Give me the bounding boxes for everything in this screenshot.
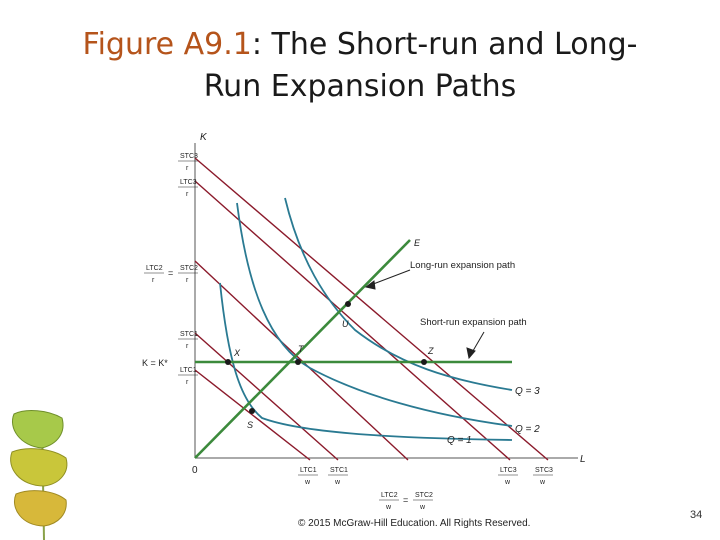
label-ltc2-eq: = bbox=[168, 268, 173, 278]
label-ltc3-num: LTC3 bbox=[180, 179, 197, 186]
point-s-dot bbox=[249, 408, 255, 414]
isoquant-q2-label: Q = 2 bbox=[515, 424, 540, 435]
point-t-dot bbox=[295, 359, 301, 365]
x-intercept-labels: LTC1 w STC1 w LTC3 w STC3 w LTC2 w = STC… bbox=[298, 467, 553, 511]
x-label-stc2-den: w bbox=[419, 504, 426, 511]
title-line-2: Run Expansion Paths bbox=[203, 69, 517, 104]
label-stc3-den: r bbox=[186, 165, 189, 172]
y-axis-label: K bbox=[200, 132, 208, 143]
x-axis-label: L bbox=[580, 454, 586, 465]
point-e-label: E bbox=[414, 238, 421, 248]
expansion-paths bbox=[194, 239, 512, 459]
x-label-ltc1-den: w bbox=[304, 479, 311, 486]
point-u-label: U bbox=[342, 319, 349, 329]
label-stc3-num: STC3 bbox=[180, 153, 198, 160]
x-label-stc1-num: STC1 bbox=[330, 467, 348, 474]
point-u-dot bbox=[345, 301, 351, 307]
short-run-path-label: Short-run expansion path bbox=[420, 317, 527, 328]
point-x-label: X bbox=[233, 348, 241, 358]
short-run-arrow-head bbox=[466, 347, 476, 360]
x-label-ltc1-num: LTC1 bbox=[300, 467, 317, 474]
point-z-label: Z bbox=[427, 346, 434, 356]
title-accent: Figure A9.1 bbox=[82, 27, 252, 62]
isoquants bbox=[219, 197, 513, 441]
isoquant-q3 bbox=[284, 197, 513, 391]
label-stc2-den: r bbox=[186, 277, 189, 284]
label-arrows bbox=[364, 269, 485, 360]
isoquant-q3-label: Q = 3 bbox=[515, 386, 540, 397]
x-label-ltc3-num: LTC3 bbox=[500, 467, 517, 474]
point-x-dot bbox=[225, 359, 231, 365]
x-label-stc3-den: w bbox=[539, 479, 546, 486]
slide-title: Figure A9.1: The Short-run and Long- Run… bbox=[40, 24, 680, 108]
point-s-label: S bbox=[247, 420, 253, 430]
label-ltc2-num: LTC2 bbox=[146, 265, 163, 272]
isocost-ltc2-stc2 bbox=[194, 260, 409, 461]
slide-number: 34 bbox=[690, 509, 703, 521]
x-label-stc1-den: w bbox=[334, 479, 341, 486]
isocost-stc3 bbox=[194, 157, 549, 461]
label-stc1-num: STC1 bbox=[180, 331, 198, 338]
label-ltc1-den: r bbox=[186, 379, 189, 386]
isoquant-q1-label: Q = 1 bbox=[447, 435, 472, 446]
label-ltc3-den: r bbox=[186, 191, 189, 198]
x-label-ltc3-den: w bbox=[504, 479, 511, 486]
point-labels: E U T X Z S bbox=[233, 238, 434, 430]
long-run-arrow bbox=[367, 269, 411, 287]
label-stc2-num: STC2 bbox=[180, 265, 198, 272]
x-label-ltc2-num: LTC2 bbox=[381, 492, 398, 499]
ginkgo-leaf-icon bbox=[10, 410, 68, 540]
x-label-stc2-num: STC2 bbox=[415, 492, 433, 499]
origin-label: 0 bbox=[192, 465, 198, 476]
label-ltc2-den: r bbox=[152, 277, 155, 284]
k-star-label: K = K* bbox=[142, 358, 168, 368]
diagram-points bbox=[225, 301, 427, 414]
isocost-stc1 bbox=[194, 332, 339, 461]
isoquant-q2 bbox=[236, 202, 513, 427]
isocost-lines bbox=[194, 157, 549, 461]
point-z-dot bbox=[421, 359, 427, 365]
x-label-eq: = bbox=[403, 495, 408, 505]
long-run-path-label: Long-run expansion path bbox=[410, 260, 515, 271]
title-rest: : The Short-run and Long- bbox=[251, 27, 638, 62]
long-run-expansion-path bbox=[194, 239, 411, 459]
title-line-1: Figure A9.1: The Short-run and Long- bbox=[40, 24, 680, 66]
point-t-label: T bbox=[298, 344, 305, 354]
x-label-stc3-num: STC3 bbox=[535, 467, 553, 474]
isoquant-q1 bbox=[219, 282, 513, 441]
x-label-ltc2-den: w bbox=[385, 504, 392, 511]
label-ltc1-num: LTC1 bbox=[180, 367, 197, 374]
y-intercept-labels: STC3 r LTC3 r LTC2 r = STC2 r STC1 r LTC… bbox=[144, 153, 198, 386]
isocost-ltc1 bbox=[194, 369, 311, 461]
isocost-ltc3 bbox=[194, 180, 511, 461]
copyright-notice: © 2015 McGraw-Hill Education. All Rights… bbox=[298, 518, 531, 529]
label-stc1-den: r bbox=[186, 343, 189, 350]
long-run-arrow-head bbox=[364, 280, 376, 290]
